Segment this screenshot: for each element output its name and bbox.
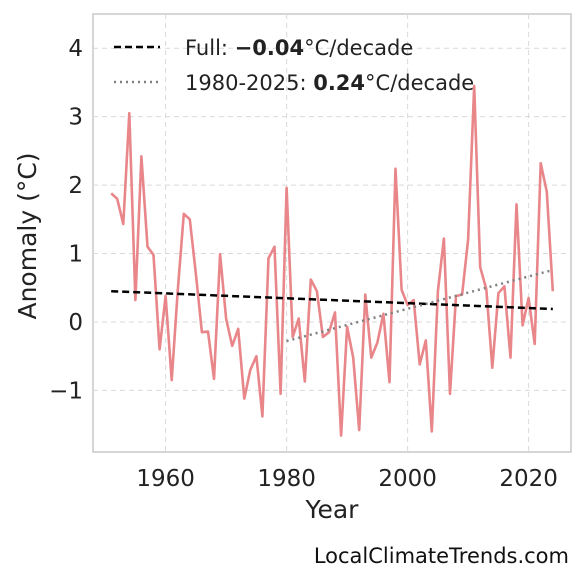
- y-tick-labels: −1 0 1 2 3 4: [49, 36, 83, 404]
- legend-recent-prefix: 1980-2025:: [185, 71, 313, 95]
- legend-full-value: −0.04: [235, 36, 304, 60]
- y-tick-label: 3: [68, 105, 83, 131]
- x-tick-label: 1960: [136, 466, 195, 492]
- legend-full-prefix: Full:: [185, 36, 235, 60]
- grid-lines: [93, 14, 571, 452]
- y-tick-label: 0: [68, 310, 83, 336]
- legend: Full: −0.04°C/decade 1980-2025: 0.24°C/d…: [114, 36, 474, 95]
- series-layer: [110, 84, 555, 437]
- anomaly-line: [110, 84, 555, 437]
- legend-recent-suffix: °C/decade: [365, 71, 474, 95]
- y-tick-label: 1: [68, 242, 83, 268]
- x-tick-labels: 1960 1980 2000 2020: [136, 466, 558, 492]
- x-tick-label: 2020: [499, 466, 558, 492]
- full-trend-line: [111, 289, 553, 311]
- recent-trend-line: [286, 268, 554, 343]
- y-axis-title: Anomaly (°C): [13, 152, 42, 319]
- legend-recent-value: 0.24: [313, 71, 365, 95]
- x-tick-label: 2000: [378, 466, 437, 492]
- legend-label-recent: 1980-2025: 0.24°C/decade: [185, 71, 474, 95]
- legend-full-suffix: °C/decade: [304, 36, 413, 60]
- x-tick-label: 1980: [257, 466, 316, 492]
- site-credit: LocalClimateTrends.com: [313, 544, 569, 568]
- y-tick-label: −1: [49, 378, 83, 404]
- y-tick-label: 2: [68, 173, 83, 199]
- legend-label-full: Full: −0.04°C/decade: [185, 36, 413, 60]
- x-axis-title: Year: [305, 495, 360, 524]
- y-tick-label: 4: [68, 36, 83, 62]
